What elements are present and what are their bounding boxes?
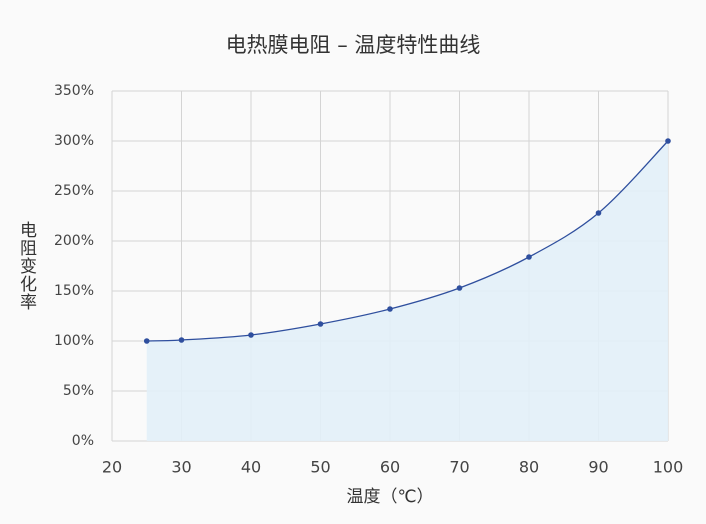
x-tick-label: 30 — [171, 458, 191, 477]
chart-title: 电热膜电阻 – 温度特性曲线 — [226, 33, 481, 57]
x-tick-label: 60 — [380, 458, 400, 477]
line — [146, 140, 669, 342]
x-tick-label: 100 — [653, 458, 684, 477]
point — [595, 210, 602, 216]
y-tick-label: 100% — [54, 333, 94, 349]
y-axis-label: 电阻变化率 — [16, 221, 37, 311]
point — [143, 338, 150, 344]
x-tick-label: 70 — [449, 458, 469, 477]
x-tick-label: 80 — [519, 458, 539, 477]
x-tick-label: 40 — [241, 458, 261, 477]
x-tick-label: 50 — [310, 458, 330, 477]
point — [178, 337, 185, 343]
y-tick-label: 200% — [54, 233, 94, 249]
point — [526, 254, 532, 260]
y-tick-label: 50% — [63, 383, 94, 399]
point — [665, 138, 671, 144]
x-tick-label: 90 — [588, 458, 608, 477]
y-tick-label: 150% — [54, 283, 94, 299]
y-tick-label: 250% — [54, 183, 94, 199]
x-tick-label: 20 — [102, 458, 122, 477]
point — [248, 332, 254, 338]
y-tick-label: 300% — [54, 133, 94, 149]
x-axis-label: 温度（℃） — [346, 487, 433, 507]
point — [317, 321, 324, 327]
point — [456, 285, 463, 291]
point — [387, 306, 393, 312]
area — [146, 141, 668, 441]
y-tick-label: 350% — [54, 83, 94, 99]
y-tick-label: 0% — [72, 433, 94, 449]
